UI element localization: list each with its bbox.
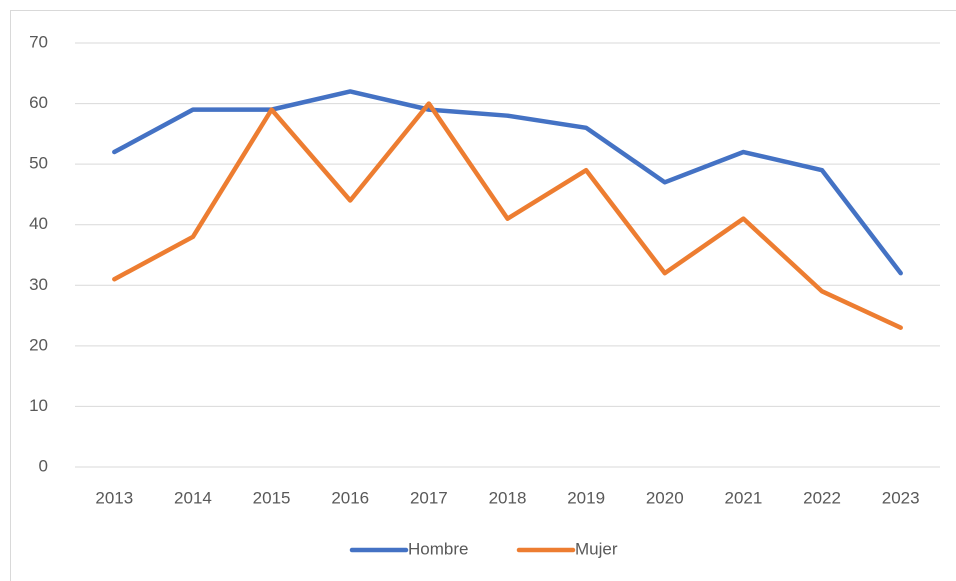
y-tick-label: 60 xyxy=(29,93,48,112)
x-tick-label: 2015 xyxy=(253,488,291,507)
y-tick-label: 0 xyxy=(39,456,48,475)
chart-frame xyxy=(10,10,956,581)
series-line xyxy=(112,101,903,330)
y-tick-label: 30 xyxy=(29,275,48,294)
y-tick-label: 50 xyxy=(29,154,48,173)
series-line xyxy=(112,89,903,276)
y-tick-label: 40 xyxy=(29,214,48,233)
y-tick-label: 20 xyxy=(29,335,48,354)
legend-label: Mujer xyxy=(575,539,618,558)
x-tick-label: 2023 xyxy=(882,488,920,507)
x-tick-label: 2022 xyxy=(803,488,841,507)
x-tick-label: 2018 xyxy=(489,488,527,507)
y-tick-label: 10 xyxy=(29,396,48,415)
legend-label: Hombre xyxy=(408,539,468,558)
x-tick-label: 2013 xyxy=(95,488,133,507)
x-tick-label: 2017 xyxy=(410,488,448,507)
y-tick-label: 70 xyxy=(29,32,48,51)
x-tick-label: 2019 xyxy=(567,488,605,507)
x-tick-label: 2016 xyxy=(331,488,369,507)
x-tick-label: 2020 xyxy=(646,488,684,507)
x-tick-label: 2014 xyxy=(174,488,212,507)
x-tick-label: 2021 xyxy=(724,488,762,507)
